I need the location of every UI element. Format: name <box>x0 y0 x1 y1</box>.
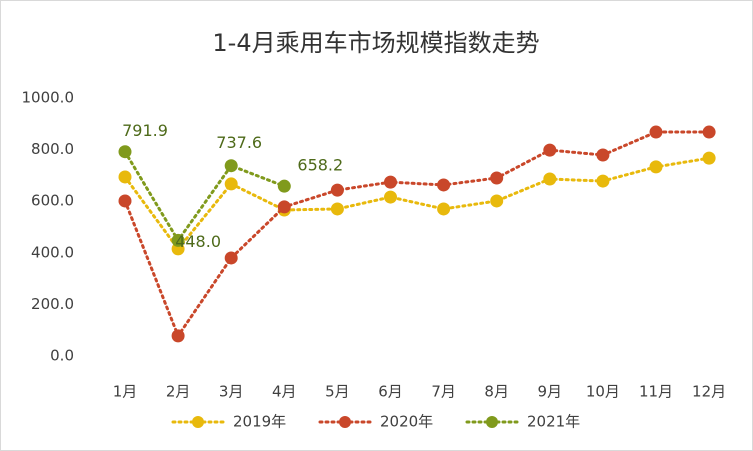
data-point <box>171 329 185 343</box>
data-point <box>277 179 291 193</box>
data-point <box>384 190 397 204</box>
data-point <box>277 200 291 214</box>
x-tick-label: 10月 <box>586 383 620 401</box>
y-tick-label: 400.0 <box>31 243 74 261</box>
data-point <box>437 202 451 216</box>
y-tick-label: 0.0 <box>50 347 74 365</box>
series-line <box>123 150 286 244</box>
data-point <box>171 233 185 247</box>
legend-marker <box>192 416 204 428</box>
data-point <box>649 125 663 139</box>
x-tick-label: 5月 <box>325 383 350 401</box>
data-point <box>330 183 344 197</box>
data-label: 791.9 <box>122 121 168 140</box>
data-point <box>649 160 663 174</box>
data-point <box>490 194 504 208</box>
x-tick-label: 2月 <box>166 383 191 401</box>
data-point <box>543 172 557 186</box>
data-point <box>118 145 132 159</box>
data-point <box>330 202 344 216</box>
y-tick-label: 1000.0 <box>22 89 75 107</box>
legend-label: 2021年 <box>527 413 580 431</box>
legend-label: 2019年 <box>233 413 286 431</box>
y-tick-label: 600.0 <box>31 192 74 210</box>
legend-label: 2020年 <box>380 413 433 431</box>
y-tick-label: 800.0 <box>31 140 74 158</box>
legend-marker <box>339 416 351 428</box>
data-point <box>384 175 397 189</box>
x-tick-label: 11月 <box>639 383 673 401</box>
data-point <box>437 178 451 192</box>
data-label: 448.0 <box>175 232 221 251</box>
x-tick-label: 7月 <box>431 383 456 401</box>
x-tick-label: 9月 <box>538 383 563 401</box>
y-tick-label: 200.0 <box>31 295 74 313</box>
series-line <box>123 156 711 252</box>
data-label: 737.6 <box>216 133 262 152</box>
data-point <box>224 251 238 265</box>
data-point <box>118 170 132 184</box>
data-point <box>596 148 610 162</box>
data-point <box>543 143 557 157</box>
data-point <box>224 159 238 173</box>
x-tick-label: 12月 <box>692 383 726 401</box>
x-tick-label: 8月 <box>484 383 509 401</box>
legend-marker <box>486 416 498 428</box>
data-point <box>702 125 716 139</box>
x-tick-label: 1月 <box>113 383 138 401</box>
x-tick-label: 4月 <box>272 383 297 401</box>
data-label: 658.2 <box>297 156 343 175</box>
series-line <box>123 130 711 340</box>
data-point <box>702 151 716 165</box>
x-tick-label: 3月 <box>219 383 244 401</box>
x-tick-label: 6月 <box>378 383 403 401</box>
chart-title: 1-4月乘用车市场规模指数走势 <box>212 29 539 57</box>
data-point <box>596 174 610 188</box>
data-point <box>224 177 238 191</box>
data-point <box>490 171 504 185</box>
data-point <box>118 194 132 208</box>
